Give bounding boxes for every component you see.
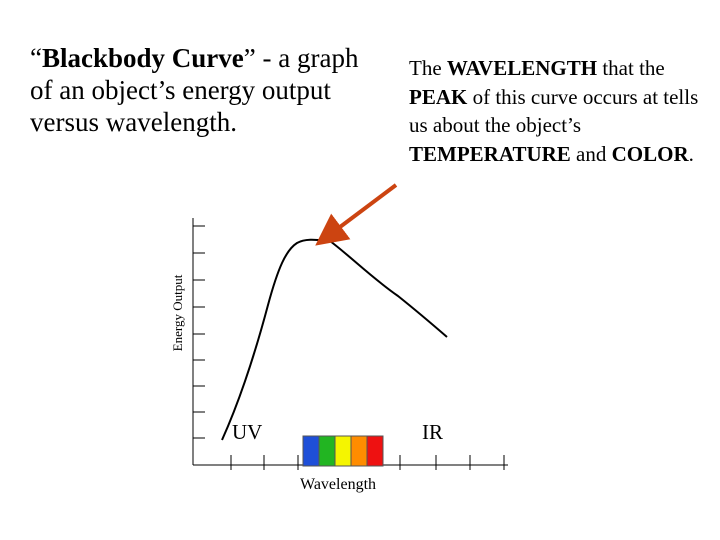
spectrum-orange [350, 435, 368, 467]
x-ticks [230, 455, 505, 470]
spectrum-green [318, 435, 336, 467]
spectrum-red [366, 435, 384, 467]
ir-label: IR [422, 420, 443, 444]
y-ticks [193, 225, 205, 439]
blackbody-curve [221, 238, 448, 441]
y-axis-label: Energy Output [170, 274, 185, 352]
peak-arrow [315, 183, 398, 246]
visible-spectrum-band [302, 435, 384, 467]
x-axis-label: Wavelength [300, 476, 377, 493]
uv-label: UV [232, 420, 263, 444]
spectrum-blue [302, 435, 320, 467]
peak-explanation: The WAVELENGTH that the PEAK of this cur… [409, 56, 699, 166]
diagram-title: “Blackbody Curve” - a graph of an object… [30, 43, 359, 137]
spectrum-yellow [334, 435, 352, 467]
title-term: Blackbody Curve [41, 43, 244, 73]
